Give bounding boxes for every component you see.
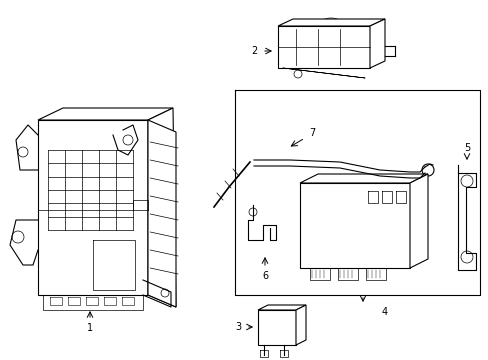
Text: 1: 1 — [87, 323, 93, 333]
Polygon shape — [148, 108, 176, 307]
Text: 6: 6 — [262, 271, 267, 281]
Polygon shape — [278, 19, 384, 26]
Polygon shape — [295, 305, 305, 345]
Text: 4: 4 — [381, 307, 387, 317]
Polygon shape — [299, 174, 427, 183]
Polygon shape — [409, 174, 427, 268]
Polygon shape — [38, 108, 173, 120]
Polygon shape — [258, 305, 305, 310]
Text: 2: 2 — [250, 46, 257, 56]
Polygon shape — [299, 183, 409, 268]
Text: 7: 7 — [308, 128, 314, 138]
Polygon shape — [148, 120, 176, 307]
Polygon shape — [258, 310, 295, 345]
Polygon shape — [38, 120, 148, 295]
Polygon shape — [369, 19, 384, 68]
Text: 3: 3 — [234, 322, 241, 332]
Text: 5: 5 — [463, 143, 469, 153]
Polygon shape — [278, 26, 369, 68]
